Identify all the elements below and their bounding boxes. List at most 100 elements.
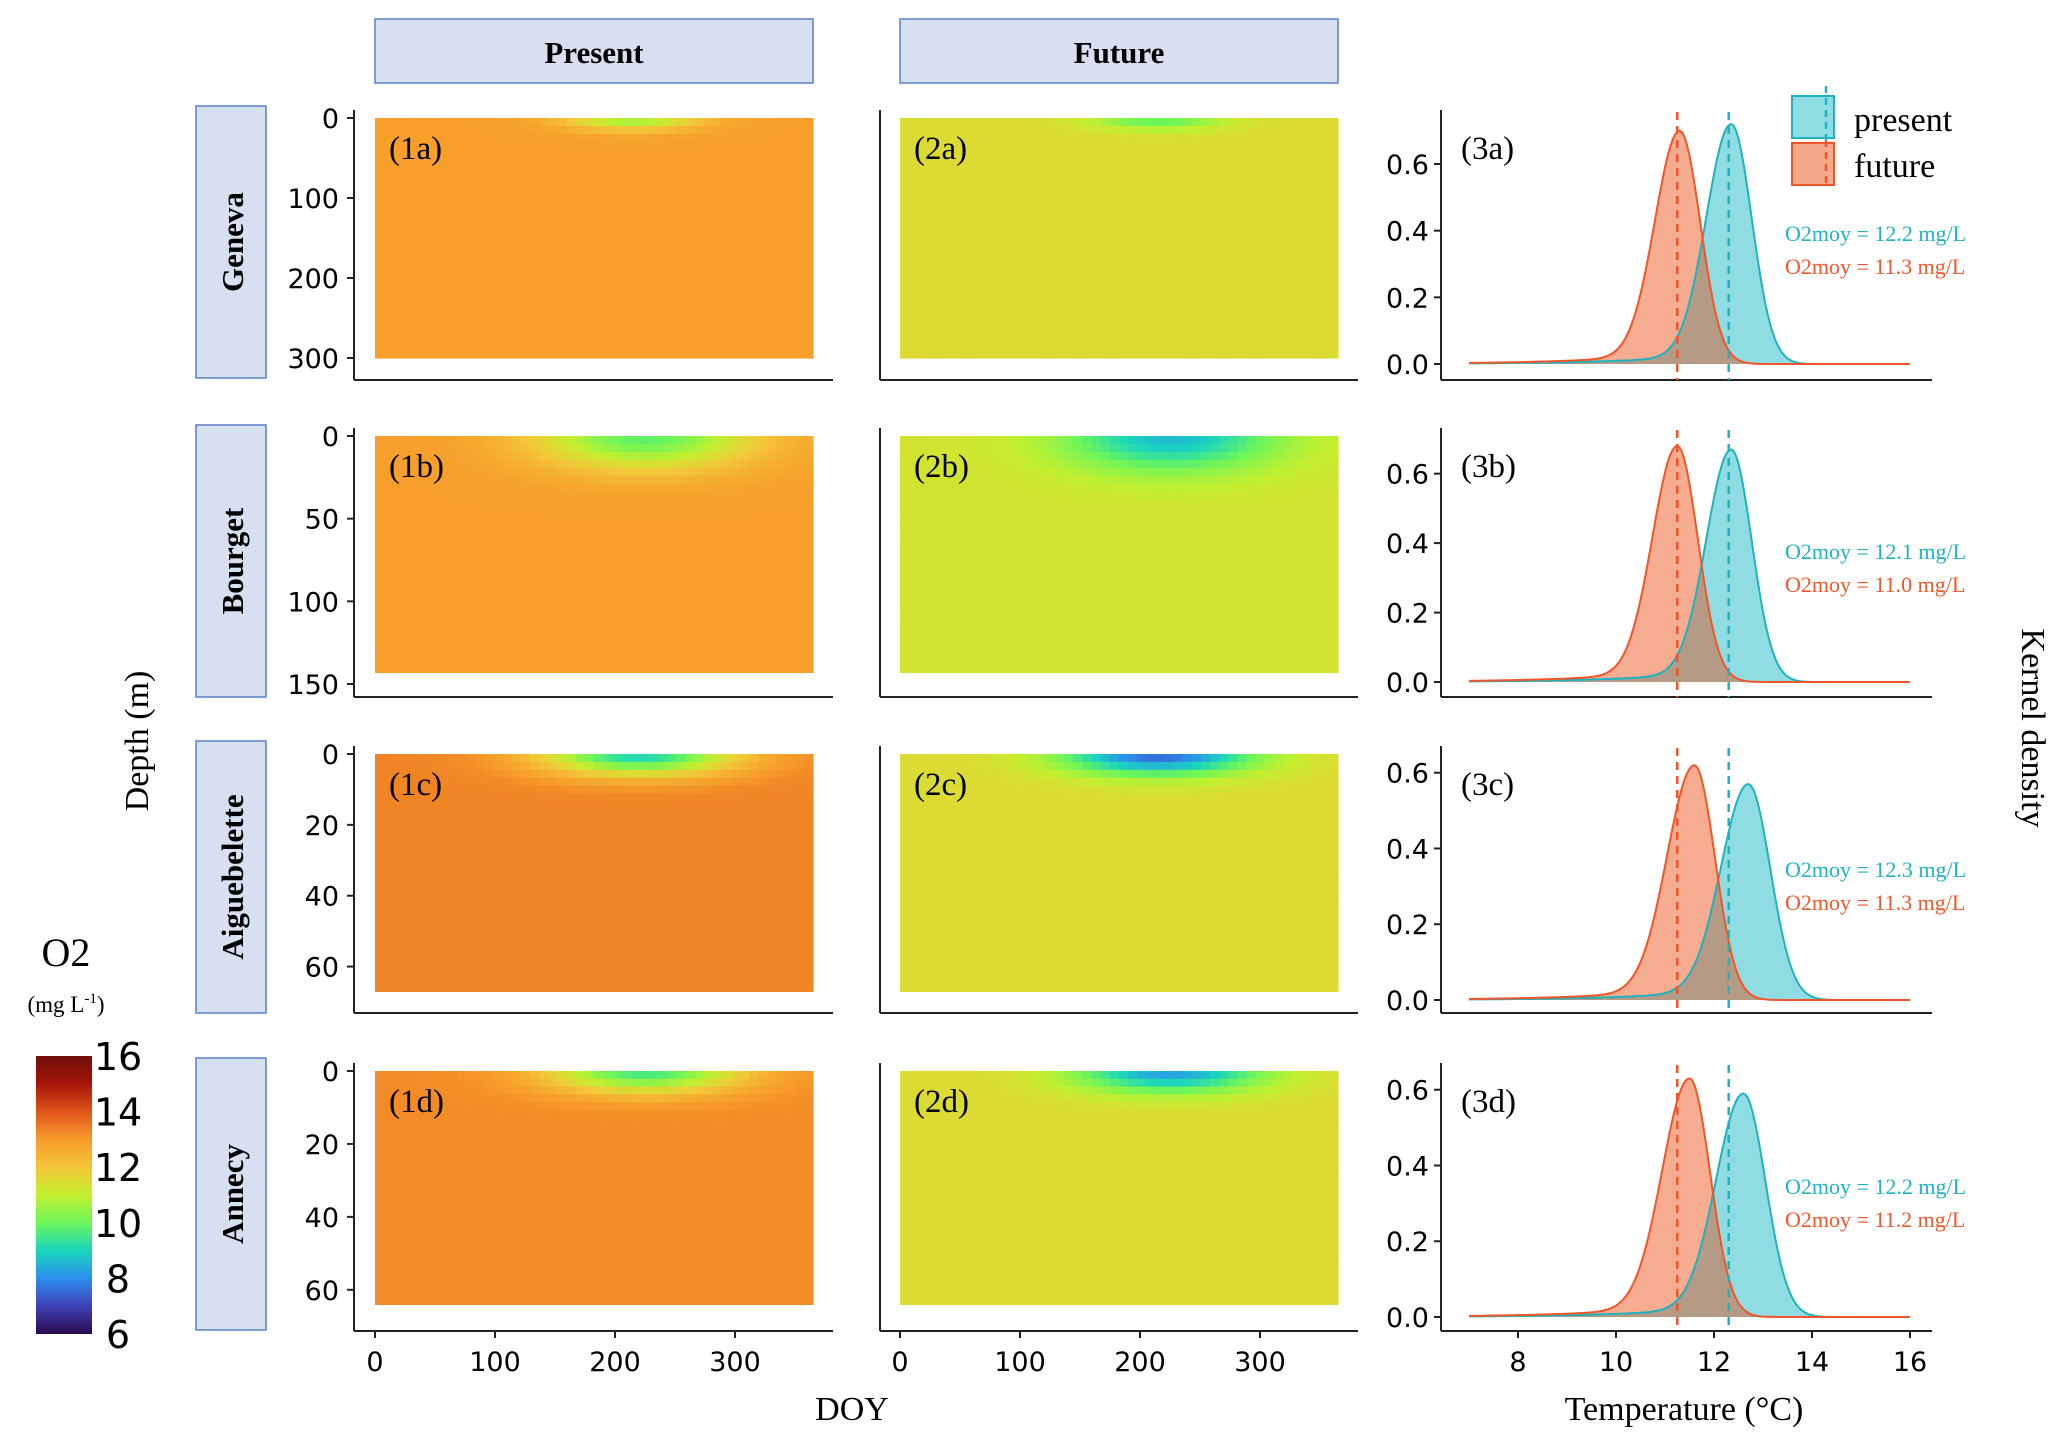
heatmap-cell xyxy=(1255,334,1266,343)
heatmap-cell xyxy=(1265,214,1275,223)
heatmap-cell xyxy=(1173,270,1184,279)
heatmap-cell xyxy=(730,538,741,547)
heatmap-cell xyxy=(767,640,778,650)
heatmap-cell xyxy=(1018,499,1029,508)
heatmap-cell xyxy=(1292,310,1303,319)
heatmap-cell xyxy=(448,150,458,159)
heatmap-cell xyxy=(1164,310,1175,319)
heatmap-cell xyxy=(1018,166,1029,175)
heatmap-cell xyxy=(448,166,458,175)
heatmap-cell xyxy=(1055,238,1065,247)
heatmap-cell xyxy=(1255,506,1266,516)
heatmap-cell xyxy=(475,182,486,191)
heatmap-cell xyxy=(639,522,650,532)
heatmap-cell xyxy=(909,166,919,175)
heatmap-cell xyxy=(603,483,613,492)
heatmap-cell xyxy=(466,262,476,271)
heatmap-cell xyxy=(676,294,686,303)
heatmap-cell xyxy=(963,506,974,516)
heatmap-cell xyxy=(1018,506,1029,516)
heatmap-cell xyxy=(612,118,622,127)
heatmap-cell xyxy=(1000,190,1011,199)
heatmap-cell xyxy=(448,546,458,555)
heatmap-cell xyxy=(721,118,732,127)
heatmap-cell xyxy=(402,459,413,469)
heatmap-cell xyxy=(484,530,495,540)
heatmap-cell xyxy=(1283,142,1293,151)
heatmap-cell xyxy=(594,562,604,571)
heatmap-cell xyxy=(1301,334,1312,343)
heatmap-cell xyxy=(1265,294,1275,303)
heatmap-cell xyxy=(794,459,805,469)
heatmap-cell xyxy=(375,530,385,540)
heatmap-cell xyxy=(1274,214,1284,223)
heatmap-cell xyxy=(900,238,910,247)
heatmap-cell xyxy=(1000,222,1011,231)
heatmap-cell xyxy=(1265,451,1275,461)
heatmap-cell xyxy=(1119,254,1129,263)
heatmap-cell xyxy=(1036,459,1047,469)
heatmap-cell xyxy=(1128,522,1138,532)
heatmap-cell xyxy=(730,246,741,255)
heatmap-cell xyxy=(466,246,476,255)
heatmap-cell xyxy=(502,254,513,263)
heatmap-cell xyxy=(457,617,467,626)
heatmap-cell xyxy=(954,318,965,327)
heatmap-cell xyxy=(1109,294,1120,303)
heatmap-cell xyxy=(384,585,394,595)
heatmap-cell xyxy=(982,174,992,183)
heatmap-cell xyxy=(712,522,723,532)
heatmap-cell xyxy=(1219,443,1230,453)
heatmap-cell xyxy=(694,174,705,183)
heatmap-cell xyxy=(721,278,732,287)
heatmap-cell xyxy=(493,664,504,674)
heatmap-cell xyxy=(667,342,677,351)
heatmap-cell xyxy=(484,443,495,453)
heatmap-cell xyxy=(1255,459,1266,469)
heatmap-cell xyxy=(1182,246,1193,255)
heatmap-cell xyxy=(1027,467,1038,476)
heatmap-cell xyxy=(776,326,787,335)
heatmap-cell xyxy=(730,617,741,626)
heatmap-cell xyxy=(384,625,394,634)
heatmap-cell xyxy=(927,491,938,500)
heatmap-cell xyxy=(657,286,668,295)
heatmap-cell xyxy=(603,174,613,183)
heatmap-cell xyxy=(973,262,983,271)
heatmap-cell xyxy=(639,451,650,461)
heatmap-cell xyxy=(991,475,1001,484)
heatmap-cell xyxy=(1255,126,1266,135)
heatmap-cell xyxy=(1119,214,1129,223)
heatmap-cell xyxy=(448,467,458,476)
heatmap-cell xyxy=(1082,318,1093,327)
heatmap-cell xyxy=(1073,514,1084,524)
heatmap-cell xyxy=(1283,190,1293,199)
heatmap-cell xyxy=(758,451,768,461)
heatmap-cell xyxy=(1192,134,1202,143)
heatmap-cell xyxy=(612,530,622,540)
heatmap-cell xyxy=(1137,206,1147,215)
heatmap-cell xyxy=(1055,142,1065,151)
heatmap-cell xyxy=(758,278,768,287)
heatmap-cell xyxy=(1146,198,1157,207)
heatmap-cell xyxy=(1255,214,1266,223)
heatmap-cell xyxy=(1046,222,1056,231)
heatmap-cell xyxy=(530,617,540,626)
heatmap-cell xyxy=(1219,294,1230,303)
heatmap-cell xyxy=(639,158,650,167)
heatmap-cell xyxy=(539,206,549,215)
heatmap-cell xyxy=(621,467,632,476)
heatmap-cell xyxy=(411,656,422,666)
heatmap-cell xyxy=(1274,491,1284,500)
heatmap-cell xyxy=(1219,158,1230,167)
heatmap-cell xyxy=(1036,278,1047,287)
heatmap-cell xyxy=(566,134,577,143)
heatmap-cell xyxy=(676,150,686,159)
heatmap-cell xyxy=(794,342,805,351)
heatmap-cell xyxy=(1046,150,1056,159)
heatmap-cell xyxy=(420,262,431,271)
heatmap-cell xyxy=(973,270,983,279)
heatmap-cell xyxy=(466,206,476,215)
heatmap-cell xyxy=(1128,350,1138,359)
heatmap-cell xyxy=(493,230,504,239)
